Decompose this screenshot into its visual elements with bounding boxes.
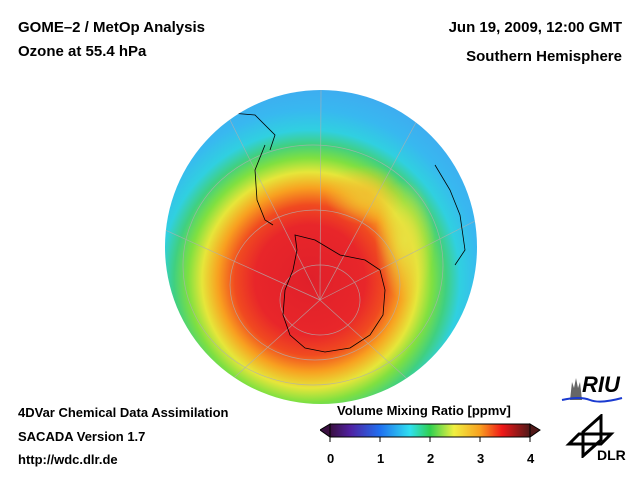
- colorbar-min-arrow: [320, 423, 331, 438]
- region-label: Southern Hemisphere: [466, 48, 622, 65]
- colorbar-gradient: [329, 423, 531, 438]
- riu-logo: RIU: [560, 372, 630, 404]
- date-label: Jun 19, 2009, 12:00 GMT: [448, 19, 622, 36]
- colorbar-max-arrow: [529, 423, 541, 438]
- graticule-and-coastlines: [165, 90, 477, 404]
- colorbar-title: Volume Mixing Ratio [ppmv]: [337, 403, 511, 418]
- colorbar-tick-0: 0: [327, 451, 335, 466]
- dlr-emblem-icon: [565, 414, 615, 458]
- title-line2: Ozone at 55.4 hPa: [18, 43, 147, 60]
- riu-logo-text: RIU: [582, 372, 620, 397]
- footer-line1: 4DVar Chemical Data Assimilation: [18, 405, 229, 420]
- footer-line2: SACADA Version 1.7: [18, 429, 146, 444]
- colorbar-tick-3: 3: [477, 451, 485, 466]
- colorbar: [320, 423, 541, 442]
- colorbar-tick-1: 1: [377, 451, 385, 466]
- dlr-logo-text: DLR: [597, 447, 626, 463]
- dlr-logo: DLR: [565, 414, 635, 474]
- southern-hemisphere-globe: [165, 90, 477, 404]
- colorbar-tick-2: 2: [427, 451, 435, 466]
- colorbar-tick-4: 4: [527, 451, 535, 466]
- title-line1: GOME–2 / MetOp Analysis: [18, 19, 205, 36]
- footer-url: http://wdc.dlr.de: [18, 452, 118, 467]
